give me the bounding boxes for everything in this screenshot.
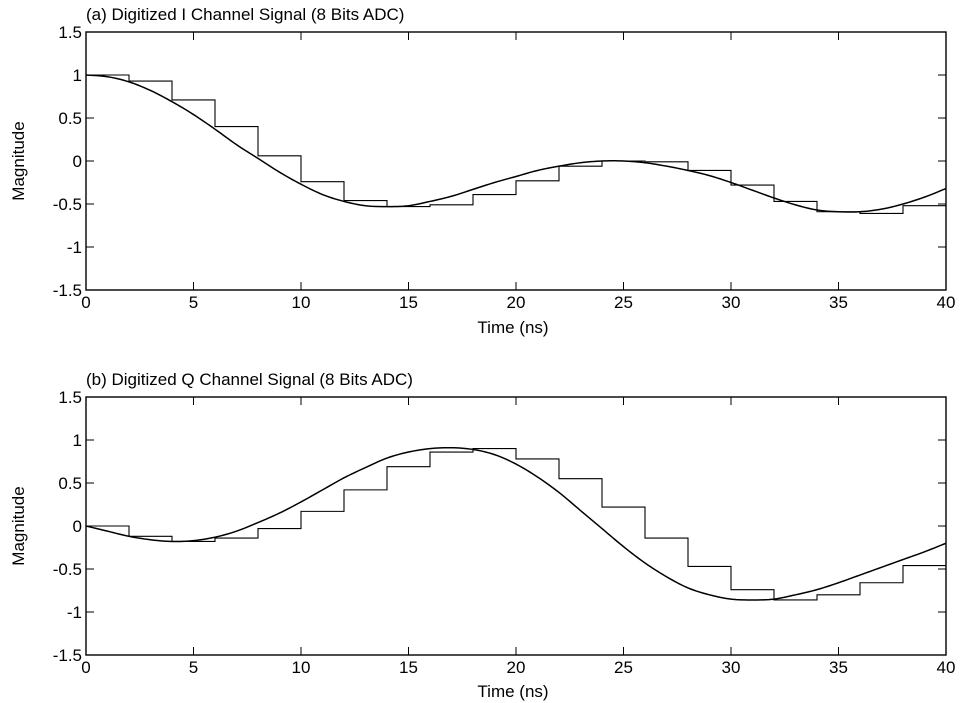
analog-signal-line [85, 74, 947, 213]
x-tick-label: 40 [937, 658, 956, 677]
x-tick-label: 35 [829, 658, 848, 677]
x-tick-label: 30 [722, 658, 741, 677]
x-axis-label: Time (ns) [477, 318, 548, 337]
panel-b: (b) Digitized Q Channel Signal (8 Bits A… [9, 370, 955, 701]
y-tick-label: 1 [73, 66, 82, 85]
plot-frame [85, 396, 947, 656]
x-axis-label: Time (ns) [477, 682, 548, 701]
x-tick-label: 5 [189, 293, 198, 312]
x-tick-label: 10 [292, 293, 311, 312]
ticks: 0 5 10 15 20 25 30 35 40 1.5 1 0.5 0 -0.5 -1 -1.5 [53, 388, 956, 677]
y-tick-label: 1.5 [58, 388, 82, 407]
y-tick-label: -1 [67, 603, 82, 622]
panel-a: (a) Digitized I Channel Signal (8 Bits A… [9, 5, 955, 337]
y-tick-label: 1.5 [58, 23, 82, 42]
x-tick-label: 30 [722, 293, 741, 312]
analog-signal-line [85, 446, 947, 601]
series-group [85, 74, 947, 215]
quantized-step-line [86, 448, 946, 601]
y-tick-label: -1.5 [53, 646, 82, 665]
y-tick-label: -0.5 [53, 195, 82, 214]
y-tick-label: -1 [67, 238, 82, 257]
y-axis-label: Magnitude [9, 121, 28, 200]
y-axis-label: Magnitude [9, 486, 28, 565]
x-tick-label: 10 [292, 658, 311, 677]
y-tick-label: 1 [73, 431, 82, 450]
x-tick-label: 0 [81, 658, 90, 677]
chart-title: (b) Digitized Q Channel Signal (8 Bits A… [86, 370, 413, 389]
series-group [85, 446, 947, 601]
x-tick-label: 20 [507, 658, 526, 677]
y-tick-label: 0 [73, 152, 82, 171]
y-tick-label: -1.5 [53, 281, 82, 300]
chart-title: (a) Digitized I Channel Signal (8 Bits A… [86, 5, 404, 24]
x-tick-label: 20 [507, 293, 526, 312]
y-tick-label: 0 [73, 517, 82, 536]
x-tick-label: 40 [937, 293, 956, 312]
x-tick-label: 25 [614, 658, 633, 677]
quantized-step-line [86, 74, 946, 215]
ticks: 0 5 10 15 20 25 30 35 40 1.5 1 0.5 0 -0.5 -1 -1.5 [53, 23, 956, 312]
y-tick-label: 0.5 [58, 109, 82, 128]
y-tick-label: 0.5 [58, 474, 82, 493]
plot-frame [85, 31, 947, 291]
x-tick-label: 5 [189, 658, 198, 677]
x-tick-label: 15 [399, 293, 418, 312]
x-tick-label: 0 [81, 293, 90, 312]
x-tick-label: 15 [399, 658, 418, 677]
y-tick-label: -0.5 [53, 560, 82, 579]
x-tick-label: 25 [614, 293, 633, 312]
x-tick-label: 35 [829, 293, 848, 312]
